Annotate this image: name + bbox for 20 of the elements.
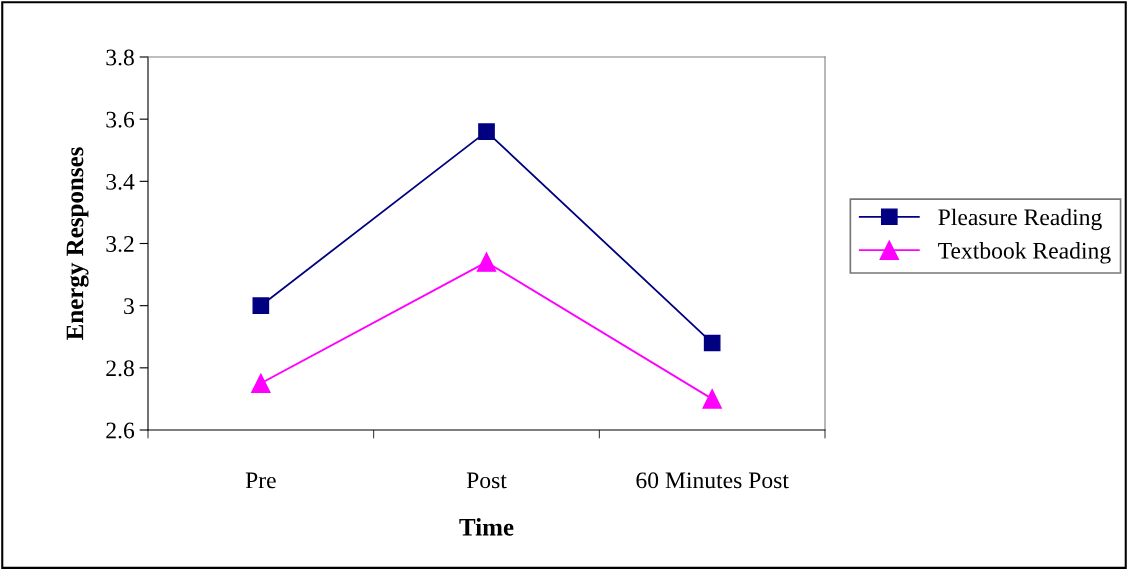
y-tick-label: 3.8 — [106, 49, 134, 66]
y-tick-label: 3 — [124, 298, 134, 315]
y-tick-label: 3.2 — [106, 236, 134, 253]
legend-label: Textbook Reading — [938, 242, 1111, 264]
x-tick-label: 60 Minutes Post — [636, 472, 789, 489]
y-tick-label: 2.8 — [106, 360, 134, 377]
y-axis-title: Energy Responses — [66, 147, 89, 340]
point — [478, 123, 495, 140]
point — [476, 252, 497, 272]
legend-label: Pleasure Reading — [938, 208, 1102, 231]
x-tick-label: Post — [466, 472, 507, 489]
point — [703, 334, 721, 352]
x-tick-label: Pre — [245, 472, 276, 489]
x-axis-title: Time — [459, 518, 514, 536]
point — [251, 373, 271, 394]
point — [702, 389, 722, 409]
y-tick-label: 2.6 — [106, 422, 135, 439]
y-tick-label: 3.4 — [106, 173, 135, 190]
y-tick-label: 3.6 — [106, 111, 135, 128]
point — [252, 297, 270, 315]
